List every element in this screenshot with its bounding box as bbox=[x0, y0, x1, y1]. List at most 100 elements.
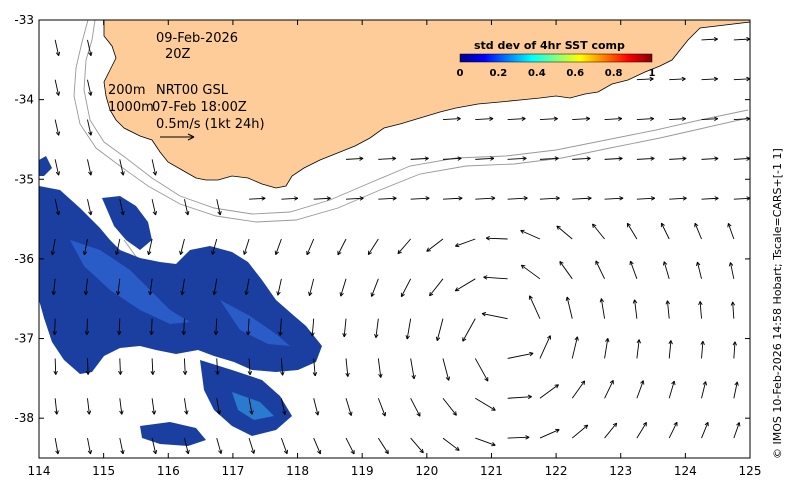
time-label: 20Z bbox=[165, 47, 191, 62]
velocity-arrow bbox=[539, 156, 559, 161]
velocity-arrow bbox=[410, 398, 421, 417]
velocity-arrow bbox=[636, 116, 655, 122]
velocity-arrow bbox=[632, 299, 638, 319]
velocity-arrow bbox=[571, 380, 586, 399]
velocity-arrow bbox=[183, 398, 189, 415]
velocity-arrow bbox=[115, 278, 121, 296]
velocity-arrow bbox=[475, 437, 496, 447]
velocity-arrow bbox=[701, 156, 719, 161]
velocity-arrow bbox=[507, 435, 530, 440]
y-tick-label: -37 bbox=[14, 332, 34, 346]
velocity-arrow bbox=[410, 196, 430, 201]
x-tick-label: 123 bbox=[609, 464, 632, 478]
x-tick-label: 121 bbox=[480, 464, 503, 478]
velocity-arrow bbox=[636, 380, 645, 399]
velocity-arrow bbox=[475, 156, 495, 161]
velocity-arrow bbox=[54, 398, 59, 415]
velocity-arrow bbox=[83, 278, 89, 296]
velocity-arrow bbox=[85, 358, 91, 375]
velocity-arrow bbox=[280, 358, 285, 376]
velocity-arrow bbox=[481, 312, 508, 320]
velocity-arrow bbox=[636, 196, 655, 201]
x-tick-label: 124 bbox=[674, 464, 697, 478]
velocity-arrow bbox=[370, 278, 379, 297]
colorbar-tick-label: 0 bbox=[457, 68, 464, 79]
velocity-arrow bbox=[539, 384, 559, 399]
velocity-arrow bbox=[119, 437, 125, 455]
velocity-arrow bbox=[87, 438, 93, 455]
velocity-arrow bbox=[180, 278, 185, 296]
velocity-arrow bbox=[345, 437, 355, 455]
depth-label-1000: 1000m bbox=[108, 100, 154, 115]
velocity-arrow bbox=[274, 238, 282, 256]
x-tick-label: 120 bbox=[415, 464, 438, 478]
velocity-arrow bbox=[701, 76, 718, 82]
velocity-arrow bbox=[728, 262, 735, 279]
velocity-arrow bbox=[280, 398, 287, 416]
velocity-arrow bbox=[668, 380, 676, 399]
colorbar: std dev of 4hr SST comp 0 0.2 0.4 0.6 0.8 1 bbox=[457, 39, 656, 79]
depth-label-200: 200m bbox=[108, 83, 145, 98]
velocity-arrow bbox=[669, 156, 687, 161]
velocity-arrow bbox=[733, 156, 751, 161]
velocity-arrow bbox=[539, 116, 558, 121]
velocity-arrow bbox=[114, 238, 121, 256]
velocity-arrow bbox=[698, 301, 703, 319]
velocity-arrow bbox=[150, 358, 155, 375]
velocity-arrow bbox=[507, 196, 528, 201]
velocity-arrow bbox=[281, 196, 299, 201]
y-tick-label: -38 bbox=[14, 411, 34, 425]
x-tick-label: 118 bbox=[286, 464, 309, 478]
velocity-arrow bbox=[556, 225, 573, 240]
velocity-arrow bbox=[342, 318, 347, 338]
velocity-arrow bbox=[216, 437, 223, 454]
x-tick-label: 125 bbox=[739, 464, 762, 478]
velocity-arrow bbox=[604, 196, 624, 201]
x-tick-label: 116 bbox=[157, 464, 180, 478]
velocity-arrow bbox=[507, 351, 534, 359]
velocity-arrow bbox=[151, 199, 158, 216]
velocity-arrow bbox=[345, 358, 350, 377]
velocity-arrow bbox=[179, 238, 185, 256]
velocity-arrow bbox=[733, 116, 751, 122]
velocity-arrow bbox=[118, 358, 123, 375]
velocity-arrow bbox=[149, 318, 154, 336]
velocity-arrow bbox=[216, 398, 222, 415]
velocity-arrow bbox=[700, 340, 705, 359]
velocity-arrow bbox=[442, 116, 461, 121]
velocity-arrow bbox=[306, 238, 315, 256]
velocity-arrow bbox=[475, 196, 496, 201]
scale-arrow bbox=[160, 133, 195, 141]
velocity-arrow bbox=[636, 76, 654, 82]
velocity-arrow bbox=[84, 318, 90, 336]
velocity-arrow bbox=[215, 358, 220, 375]
velocity-arrow bbox=[54, 79, 61, 96]
velocity-arrow bbox=[244, 278, 250, 296]
velocity-arrow bbox=[53, 358, 58, 375]
velocity-arrow bbox=[665, 300, 670, 319]
velocity-arrow bbox=[119, 398, 124, 415]
velocity-arrow bbox=[701, 381, 707, 399]
velocity-arrow bbox=[213, 318, 219, 336]
colorbar-tick-label: 0.2 bbox=[490, 68, 508, 79]
velocity-arrow bbox=[660, 222, 670, 240]
velocity-arrow bbox=[475, 397, 496, 411]
velocity-arrow bbox=[410, 358, 416, 380]
x-tick-label: 115 bbox=[92, 464, 115, 478]
velocity-arrow bbox=[565, 296, 573, 319]
velocity-arrow bbox=[182, 358, 188, 375]
velocity-arrow bbox=[148, 278, 153, 296]
velocity-arrow bbox=[636, 421, 647, 439]
velocity-arrow bbox=[54, 199, 61, 216]
velocity-arrow bbox=[701, 421, 709, 439]
velocity-arrow bbox=[454, 238, 476, 248]
velocity-arrow bbox=[54, 39, 61, 57]
velocity-arrow bbox=[636, 156, 655, 161]
velocity-arrow bbox=[507, 156, 527, 161]
velocity-arrow bbox=[337, 238, 347, 256]
velocity-arrow bbox=[246, 318, 251, 336]
velocity-arrow bbox=[410, 437, 424, 454]
velocity-arrow bbox=[669, 76, 686, 82]
velocity-arrow bbox=[696, 261, 702, 279]
